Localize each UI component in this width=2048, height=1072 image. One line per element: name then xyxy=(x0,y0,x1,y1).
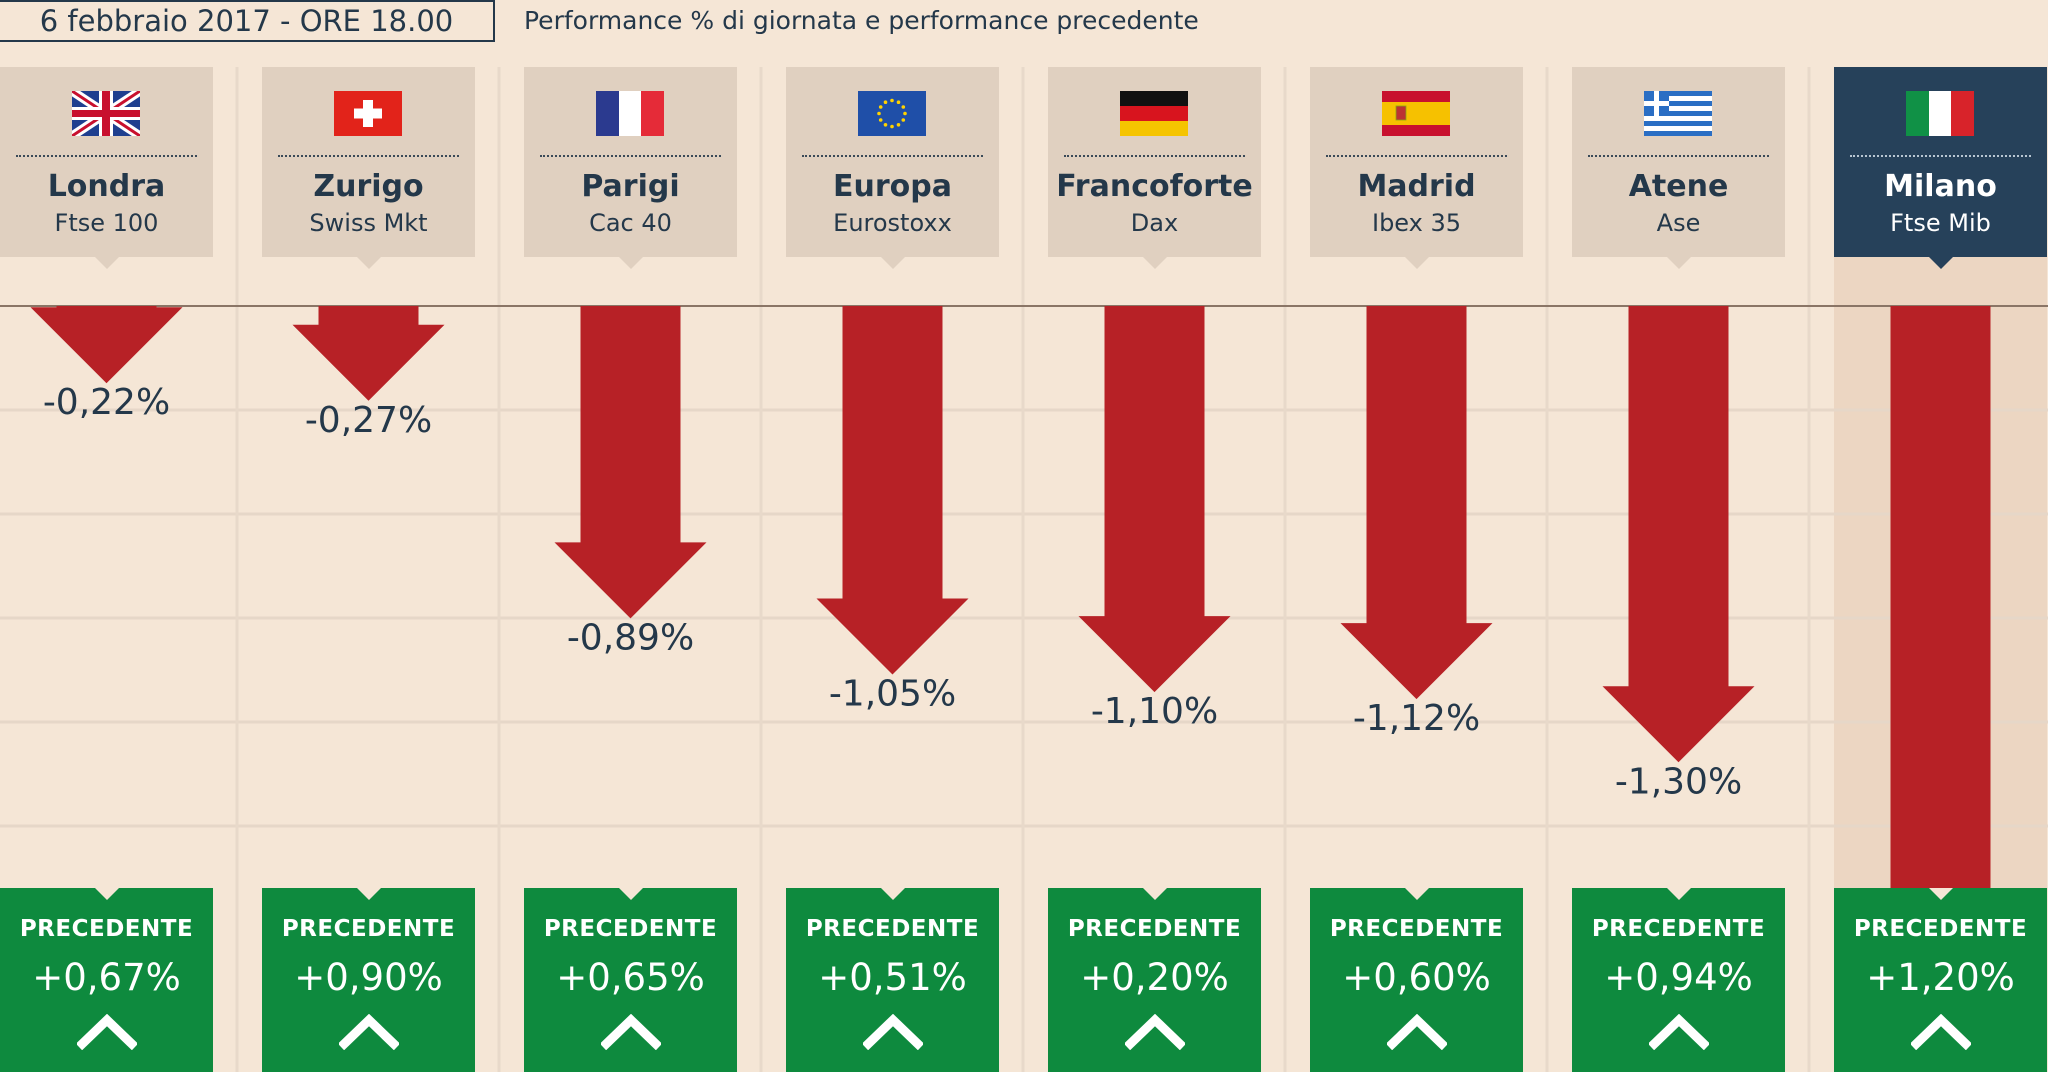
market-index: Ibex 35 xyxy=(1371,209,1462,237)
italy-flag-icon xyxy=(1906,91,1974,136)
previous-box: PRECEDENTE +0,94% xyxy=(1572,888,1785,1072)
chevron-up-icon xyxy=(1125,1014,1185,1050)
previous-label: PRECEDENTE xyxy=(1853,916,2028,942)
previous-value: +0,94% xyxy=(1604,956,1753,999)
chevron-up-icon xyxy=(1387,1014,1447,1050)
market-index: Cac 40 xyxy=(589,209,672,237)
dotted-divider xyxy=(1850,155,2031,157)
previous-label: PRECEDENTE xyxy=(1067,916,1242,942)
previous-box: PRECEDENTE +0,60% xyxy=(1310,888,1523,1072)
down-arrow-bar xyxy=(1340,306,1493,700)
market-card-francoforte: Francoforte Dax xyxy=(1048,67,1261,269)
previous-value: +0,51% xyxy=(818,956,967,999)
previous-box: PRECEDENTE +0,90% xyxy=(262,888,475,1072)
chevron-up-icon xyxy=(339,1014,399,1050)
dotted-divider xyxy=(16,155,197,157)
value-label: -0,27% xyxy=(305,400,432,441)
market-city: Europa xyxy=(833,169,952,204)
previous-label: PRECEDENTE xyxy=(1591,916,1766,942)
dotted-divider xyxy=(802,155,983,157)
greece-flag-icon xyxy=(1644,91,1712,136)
previous-label: PRECEDENTE xyxy=(805,916,980,942)
market-card-atene: Atene Ase xyxy=(1572,67,1785,269)
market-index: Swiss Mkt xyxy=(309,209,428,237)
value-label: -1,10% xyxy=(1091,691,1218,732)
market-city: Madrid xyxy=(1357,169,1476,204)
dotted-divider xyxy=(540,155,721,157)
market-city: Londra xyxy=(47,169,166,204)
previous-box: PRECEDENTE +0,65% xyxy=(524,888,737,1072)
market-card-milano: Milano Ftse Mib xyxy=(1834,67,2047,269)
previous-value: +0,20% xyxy=(1080,956,1229,999)
market-card-europa: Europa Eurostoxx xyxy=(786,67,999,269)
germany-flag-icon xyxy=(1120,91,1188,136)
dotted-divider xyxy=(1588,155,1769,157)
switzerland-flag-icon xyxy=(334,91,402,136)
market-card-madrid: Madrid Ibex 35 xyxy=(1310,67,1523,269)
chevron-up-icon xyxy=(77,1014,137,1050)
down-arrow-bar xyxy=(1864,306,2017,1072)
previous-label: PRECEDENTE xyxy=(1329,916,1504,942)
down-arrow-bar xyxy=(1078,306,1231,693)
chart-subtitle: Performance % di giornata e performance … xyxy=(524,6,1199,35)
previous-value: +1,20% xyxy=(1866,956,2015,999)
down-arrow-bar xyxy=(1602,306,1755,763)
previous-label: PRECEDENTE xyxy=(281,916,456,942)
previous-value: +0,90% xyxy=(294,956,443,999)
previous-label: PRECEDENTE xyxy=(19,916,194,942)
market-index: Dax xyxy=(1130,209,1179,237)
market-index: Ase xyxy=(1656,209,1701,237)
dotted-divider xyxy=(1064,155,1245,157)
previous-value: +0,60% xyxy=(1342,956,1491,999)
france-flag-icon xyxy=(596,91,664,136)
down-arrow-bar xyxy=(292,306,445,401)
down-arrow-bar xyxy=(816,306,969,675)
eu-flag-icon xyxy=(858,91,926,136)
down-arrow-bar xyxy=(554,306,707,619)
chevron-up-icon xyxy=(1649,1014,1709,1050)
previous-value: +0,67% xyxy=(32,956,181,999)
market-card-parigi: Parigi Cac 40 xyxy=(524,67,737,269)
dotted-divider xyxy=(278,155,459,157)
previous-value: +0,65% xyxy=(556,956,705,999)
value-label: -1,12% xyxy=(1353,698,1480,739)
market-city: Milano xyxy=(1884,169,1997,204)
market-index: Ftse 100 xyxy=(54,209,159,237)
dotted-divider xyxy=(1326,155,1507,157)
value-label: -0,22% xyxy=(43,382,170,423)
previous-box: PRECEDENTE +0,51% xyxy=(786,888,999,1072)
market-index: Eurostoxx xyxy=(833,209,952,237)
previous-box: PRECEDENTE +0,20% xyxy=(1048,888,1261,1072)
value-label: -0,89% xyxy=(567,617,694,658)
value-label: -1,30% xyxy=(1615,761,1742,802)
previous-label: PRECEDENTE xyxy=(543,916,718,942)
value-label: -1,05% xyxy=(829,674,956,715)
market-city: Atene xyxy=(1628,169,1729,204)
market-city: Francoforte xyxy=(1056,169,1253,204)
chevron-up-icon xyxy=(863,1014,923,1050)
market-card-londra: Londra Ftse 100 xyxy=(0,67,213,269)
market-card-zurigo: Zurigo Swiss Mkt xyxy=(262,67,475,269)
spain-flag-icon xyxy=(1382,91,1450,136)
date-time-box: 6 febbraio 2017 - ORE 18.00 xyxy=(0,0,495,42)
market-index: Ftse Mib xyxy=(1890,209,1991,237)
down-arrow-bar xyxy=(30,306,183,384)
market-city: Parigi xyxy=(581,169,680,204)
chevron-up-icon xyxy=(1911,1014,1971,1050)
previous-box: PRECEDENTE +0,67% xyxy=(0,888,213,1072)
market-city: Zurigo xyxy=(313,169,424,204)
previous-box: PRECEDENTE +1,20% xyxy=(1834,888,2047,1072)
uk-flag-icon xyxy=(72,91,140,136)
chevron-up-icon xyxy=(601,1014,661,1050)
